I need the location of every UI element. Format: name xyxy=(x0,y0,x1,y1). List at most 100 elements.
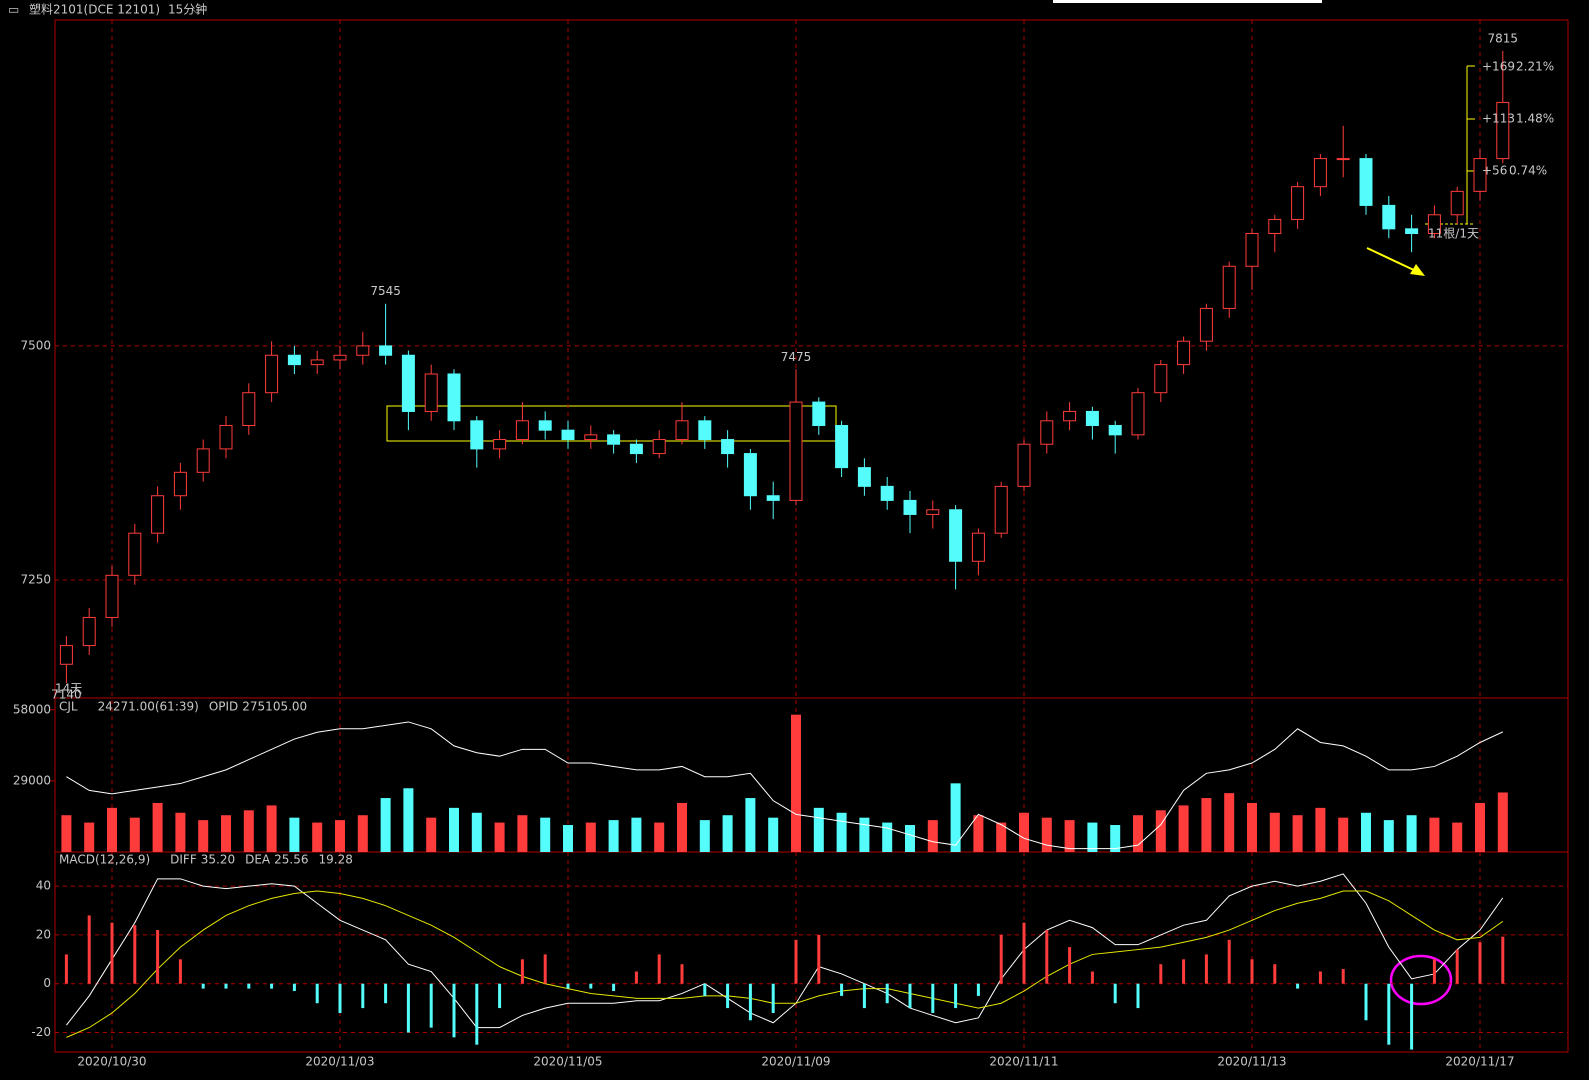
volume-bar xyxy=(950,783,961,852)
candle-body xyxy=(721,439,735,455)
candle-body xyxy=(447,373,461,422)
candle-body xyxy=(743,453,757,497)
volume-bar xyxy=(722,815,733,852)
volume-bar xyxy=(335,820,345,852)
macd-bar xyxy=(1318,971,1322,984)
arrow-head xyxy=(1410,264,1425,276)
volume-bar xyxy=(1497,792,1508,852)
macd-bar xyxy=(1478,942,1482,984)
legend-name: DEA xyxy=(245,853,271,867)
candle-body xyxy=(698,420,712,441)
x-tick-label: 2020/11/11 xyxy=(989,1055,1058,1069)
macd-bar xyxy=(361,983,365,1009)
volume-bar xyxy=(403,788,414,852)
macd-bar xyxy=(999,934,1003,984)
candle-body xyxy=(835,424,849,469)
macd-line xyxy=(66,890,1504,1038)
macd-bar xyxy=(520,959,524,984)
legend-value: 35.20 xyxy=(201,853,235,867)
volume-bar xyxy=(1452,822,1463,852)
macd-bar xyxy=(133,925,137,984)
volume-bar xyxy=(1247,802,1257,852)
volume-bar xyxy=(312,822,323,852)
period-dropdown[interactable]: ⌵ xyxy=(192,3,201,17)
candle-body xyxy=(1450,190,1464,216)
volume-bar xyxy=(1315,807,1326,852)
macd-bar xyxy=(1090,971,1094,984)
macd-bar xyxy=(315,983,319,1004)
open-interest-line xyxy=(66,721,1504,850)
volume-bar xyxy=(1155,810,1166,852)
macd-bar xyxy=(475,983,479,1045)
volume-bar xyxy=(859,817,870,852)
y-tick-label: 7250 xyxy=(20,573,51,587)
candle-body xyxy=(265,354,279,394)
candle-body xyxy=(1245,233,1259,267)
volume-bar xyxy=(973,815,984,852)
macd-bar xyxy=(406,983,410,1033)
macd-bar xyxy=(726,983,730,1009)
annotation: +169 xyxy=(1482,60,1515,74)
macd-bar xyxy=(1250,959,1254,984)
candle-body xyxy=(1427,214,1441,235)
volume-bar xyxy=(608,820,619,852)
volume-bar xyxy=(996,822,1007,852)
candle-body xyxy=(812,401,826,426)
arrow xyxy=(1366,247,1419,273)
volume-bar xyxy=(84,822,95,852)
macd-bar xyxy=(862,983,866,1009)
macd-bar xyxy=(771,983,775,1013)
candle-body xyxy=(857,467,871,487)
candle-body xyxy=(652,439,666,455)
macd-bar xyxy=(566,983,570,989)
candle-body xyxy=(128,532,142,576)
indicator-title: MACD(12,26,9) xyxy=(59,853,150,867)
candle-body xyxy=(424,373,438,412)
macd-bar xyxy=(178,959,182,984)
volume-bar xyxy=(905,825,915,852)
volume-bar xyxy=(540,817,551,852)
candle-body xyxy=(789,401,803,501)
volume-bar xyxy=(1041,817,1052,852)
macd-bar xyxy=(703,983,707,996)
volume-bar xyxy=(129,817,140,852)
volume-bar xyxy=(1475,802,1485,852)
candle-body xyxy=(561,429,575,441)
macd-bar xyxy=(1113,983,1117,1004)
macd-bar xyxy=(908,983,912,1009)
volume-bar xyxy=(1383,820,1394,852)
x-tick-label: 2020/11/03 xyxy=(305,1055,374,1069)
volume-bar xyxy=(654,822,665,852)
candle-body xyxy=(219,424,233,450)
candle-body xyxy=(1085,410,1099,426)
macd-bar xyxy=(1204,954,1208,984)
volume-bar xyxy=(1133,815,1143,852)
candle-body xyxy=(971,532,985,562)
candle-body xyxy=(1017,443,1031,487)
macd-bar xyxy=(748,983,752,1021)
macd-bar xyxy=(976,983,980,996)
volume-bar xyxy=(927,820,938,852)
period[interactable]: 15分钟 xyxy=(168,2,207,17)
macd-bar xyxy=(612,983,616,992)
candle-body xyxy=(538,420,552,431)
volume-bar xyxy=(813,807,824,852)
volume-bar xyxy=(1019,812,1029,852)
macd-bar xyxy=(794,939,798,984)
candle-body xyxy=(1063,410,1077,422)
annotation: +113 xyxy=(1482,112,1515,126)
volume-bar xyxy=(768,817,779,852)
candle-body xyxy=(880,485,894,501)
legend-value: 19.28 xyxy=(318,853,352,867)
volume-bar xyxy=(1429,817,1440,852)
macd-bar xyxy=(1455,949,1459,984)
volume-bar xyxy=(175,812,186,852)
volume-bar xyxy=(563,825,573,852)
candle-body xyxy=(401,354,415,412)
candle-body xyxy=(675,420,689,441)
macd-bar xyxy=(885,983,889,1004)
volume-bar xyxy=(699,820,710,852)
candle-body xyxy=(379,345,393,356)
candle-body xyxy=(1359,158,1373,206)
candle-body xyxy=(1291,186,1305,220)
